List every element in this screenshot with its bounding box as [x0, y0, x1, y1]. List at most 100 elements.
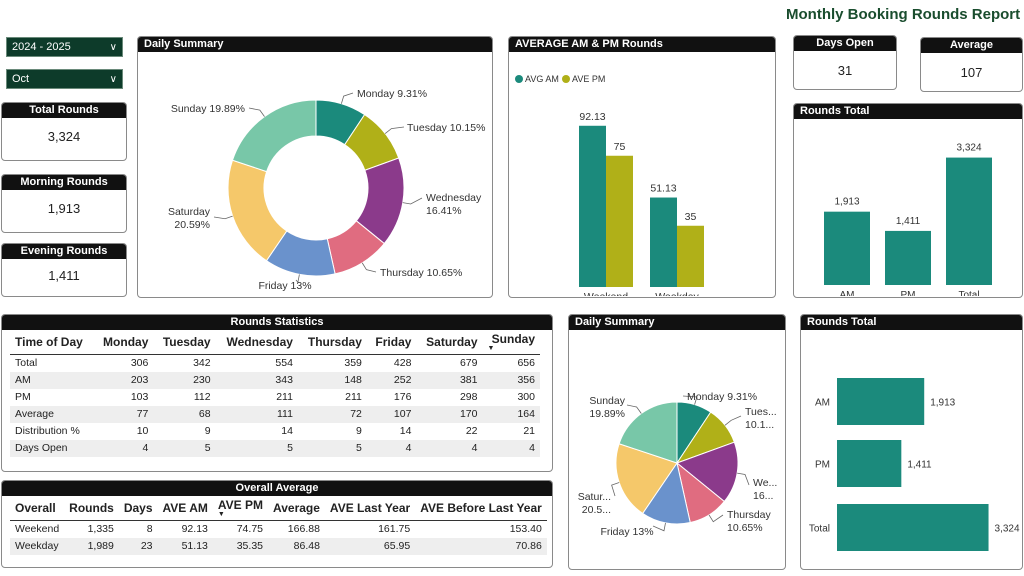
table-cell: PM: [15, 391, 31, 403]
stats-header-thursday[interactable]: Thursday: [298, 330, 367, 355]
table-cell: 211: [345, 391, 362, 403]
table-cell: 298: [459, 391, 478, 403]
slice-label-monday: Monday 9.31%: [687, 391, 757, 403]
slice-label-thursday: Thursday 10.65%: [727, 509, 772, 534]
daily-summary-donut-panel: Daily Summary Monday 9.31% Tuesday 10.15%…: [137, 36, 493, 298]
slice-label-name: Thursday: [727, 509, 772, 521]
table-row: Days Open 4 5 5 5 4 4 4: [10, 439, 540, 457]
overall-average-title: Overall Average: [2, 481, 552, 496]
stats-header-friday[interactable]: Friday: [367, 330, 417, 355]
table-cell: 356: [482, 371, 540, 389]
table-cell: 5: [215, 439, 298, 457]
bar-avg-am-weekend: [579, 125, 606, 288]
table-cell: Days Open: [10, 439, 94, 457]
report-title: Monthly Booking Rounds Report: [786, 6, 1021, 23]
slice-label-pct: 10.65%: [727, 522, 763, 534]
column-header-label: AVE PM: [217, 498, 263, 512]
table-cell: 8: [146, 523, 153, 536]
sort-descending-icon[interactable]: ▼: [487, 345, 495, 352]
table-cell: 342: [193, 357, 211, 370]
table-cell: 77: [93, 405, 154, 423]
stats-header-sunday[interactable]: Sunday ▼: [483, 330, 541, 355]
month-slicer[interactable]: Oct ∨: [6, 69, 123, 89]
bar-total: [946, 157, 992, 285]
slice-label-friday: Friday 13%: [258, 280, 311, 292]
data-label-ave-pm-weekend: 75: [614, 141, 626, 153]
table-cell: 343: [215, 371, 298, 389]
rounds-total-vertical-panel: Rounds Total 1,913 AM 1,411 PM 3,324 Total: [793, 103, 1023, 298]
table-row: PM 103 112 211 211 176 298 300: [10, 389, 540, 406]
total-rounds-value: 3,324: [47, 129, 81, 144]
leader-line-thursday: [708, 514, 724, 523]
legend-marker-ave-pm: [562, 75, 570, 83]
x-tick-weekday: Weekday: [655, 291, 699, 296]
leader-line-tuesday: [724, 415, 742, 426]
table-cell: 111: [215, 405, 298, 423]
stats-header-wednesday[interactable]: Wednesday: [216, 330, 298, 355]
average-value: 107: [960, 65, 983, 80]
year-slicer-value: 2024 - 2025: [12, 41, 71, 53]
column-header-label: Wednesday: [226, 335, 293, 349]
slice-label-tuesday: Tues... 10.1...: [745, 406, 777, 431]
x-tick-pm: PM: [901, 290, 916, 296]
slice-label-pct: 20.5...: [582, 504, 611, 516]
stats-header-time-of-day[interactable]: Time of Day: [10, 330, 94, 355]
stats-header-monday[interactable]: Monday: [94, 330, 154, 355]
year-slicer[interactable]: 2024 - 2025 ∨: [6, 37, 123, 57]
slice-label-name: Wednesday: [426, 192, 482, 204]
table-row: Average 77 68 111 72 107 170 164: [10, 405, 540, 423]
slice-label-wednesday: Wednesday 16.41%: [426, 192, 482, 217]
avg-am-pm-chart: AVG AM AVE PM 92.13 75 Weekend 51.13 35 Weekday: [515, 74, 704, 297]
table-cell: 5: [153, 439, 216, 457]
table-cell: 679: [459, 357, 478, 370]
column-header-label: Tuesday: [162, 335, 211, 349]
sort-descending-icon[interactable]: ▼: [217, 511, 225, 518]
table-cell: 4: [93, 439, 154, 457]
table-cell: 112: [193, 391, 211, 403]
overall-header-overall[interactable]: Overall: [10, 496, 64, 521]
slice-label-pct: 16.41%: [426, 205, 462, 217]
overall-header-days[interactable]: Days: [119, 496, 158, 521]
table-cell: 656: [517, 357, 535, 370]
data-label-pm: 1,411: [907, 460, 932, 471]
overall-header-ave-last-year[interactable]: AVE Last Year: [325, 496, 415, 521]
table-cell: 51.13: [157, 537, 213, 555]
slice-label-wednesday: We... 16...: [753, 477, 777, 502]
slice-label-monday: Monday 9.31%: [357, 88, 427, 100]
slice-label-name: Sunday: [589, 395, 625, 407]
table-cell: 300: [517, 391, 535, 403]
table-cell: 153.40: [509, 523, 542, 536]
table-cell: 14: [399, 425, 412, 437]
y-tick-pm: PM: [815, 460, 830, 471]
rounds-total-horizontal-title: Rounds Total: [801, 315, 1022, 330]
stats-header-saturday[interactable]: Saturday: [416, 330, 482, 355]
column-header-label: Thursday: [307, 335, 362, 349]
overall-header-rounds[interactable]: Rounds: [64, 496, 119, 521]
data-label-am: 1,913: [930, 398, 955, 409]
overall-header-ave-am[interactable]: AVE AM: [158, 496, 213, 521]
leader-line-friday: [652, 522, 666, 532]
data-label-am: 1,913: [834, 197, 859, 208]
rounds-statistics-title: Rounds Statistics: [2, 315, 552, 330]
table-cell: 252: [366, 371, 417, 389]
leader-line-thursday: [361, 262, 377, 273]
rounds-total-vertical-chart: 1,913 AM 1,411 PM 3,324 Total: [824, 143, 992, 297]
leader-line-saturday: [611, 482, 620, 497]
table-cell: 166.88: [287, 523, 320, 536]
table-row: AM 203 230 343 148 252 381 356: [10, 371, 540, 389]
table-cell: 1,335: [87, 523, 114, 536]
table-cell: 4: [482, 439, 540, 457]
table-cell: 22: [465, 425, 478, 437]
table-cell: 72: [297, 405, 367, 423]
table-cell: 9: [356, 425, 362, 437]
overall-header-average[interactable]: Average: [268, 496, 325, 521]
overall-header-ave-before-last-year[interactable]: AVE Before Last Year: [415, 496, 547, 521]
column-header-label: Monday: [103, 335, 149, 349]
data-label-pm: 1,411: [896, 216, 921, 227]
slice-label-saturday: Saturday 20.59%: [168, 206, 211, 231]
leader-line-sunday: [248, 107, 265, 117]
table-cell: 161.75: [378, 523, 411, 536]
stats-header-tuesday[interactable]: Tuesday: [153, 330, 215, 355]
bar-ave-pm-weekday: [677, 225, 704, 287]
overall-header-ave-pm[interactable]: AVE PM ▼: [213, 496, 268, 521]
